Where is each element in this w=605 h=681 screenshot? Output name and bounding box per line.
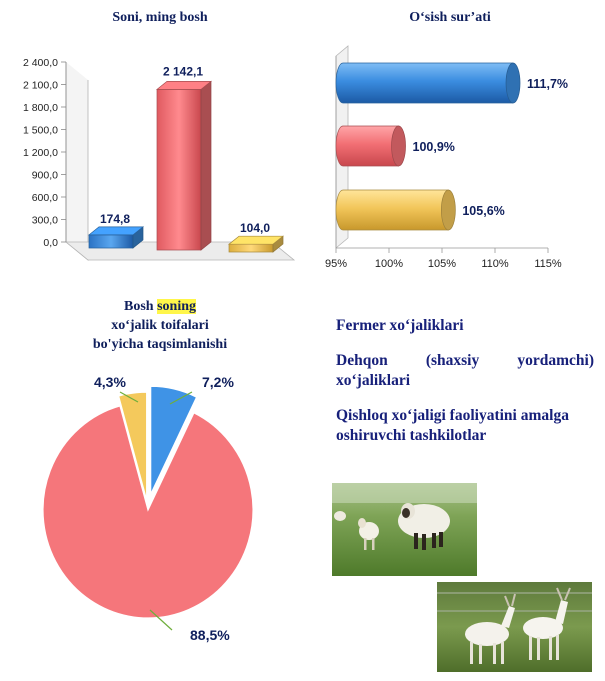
pie-chart-marks: 7,2% 88,5% 4,3% — [42, 374, 254, 643]
pie-title-part2: xo‘jalik toifalari — [111, 318, 209, 333]
pie-title-part3: bo'yicha taqsimlanishi — [92, 337, 228, 352]
growth-chart-title: O‘sish sur’ati — [409, 10, 491, 25]
bar-value-label: 174,8 — [100, 212, 130, 226]
bar-y-tick-label: 2 400,0 — [23, 57, 58, 69]
legend-item-tashkilot: Qishloq xo‘jaligi faoliyatini amalga osh… — [336, 407, 569, 444]
bar-side-wall — [65, 62, 89, 261]
growth-bar-cap — [391, 125, 406, 167]
goats-photo — [437, 582, 592, 672]
bar-y-tick-label: 1 500,0 — [23, 125, 58, 137]
growth-x-tick-label: 110% — [481, 258, 509, 270]
bar-side — [200, 80, 212, 251]
pie-chart-title: Bosh soning xo‘jalik toifalari bo'yicha … — [60, 297, 260, 354]
growth-x-tick-label: 115% — [534, 258, 562, 270]
growth-bar-body — [335, 62, 514, 104]
goats-image — [437, 582, 592, 672]
bar-top — [156, 80, 212, 90]
growth-value-label: 100,9% — [413, 140, 455, 154]
bar-value-label: 2 142,1 — [163, 64, 203, 78]
pie-slice — [117, 391, 148, 501]
bar-y-tick-label: 900,0 — [32, 170, 58, 182]
bar-y-tick-label: 600,0 — [32, 192, 58, 204]
legend-item-dehqon: Dehqon (shaxsiy yordamchi) xo‘jaliklari — [336, 352, 594, 389]
pie-leader-line — [149, 609, 173, 631]
bar-chart-marks: 174,8 2 142,1 104,0 — [88, 64, 284, 253]
growth-value-label: 111,7% — [527, 77, 568, 91]
bar-front — [88, 234, 134, 249]
growth-x-tick-label: 100% — [375, 258, 403, 270]
bar-y-tick-label: 1 800,0 — [23, 102, 58, 114]
growth-bar-body — [335, 189, 449, 231]
growth-x-tick-label: 105% — [428, 258, 456, 270]
bar-top — [88, 226, 144, 236]
bar-chart-title: Soni, ming bosh — [112, 10, 208, 25]
pie-value-label: 7,2% — [202, 374, 234, 390]
sheep-image — [332, 483, 477, 576]
pie-title-highlight: soning — [157, 299, 196, 314]
bar-y-tick-label: 1 200,0 — [23, 147, 58, 159]
pie-slice — [150, 385, 198, 495]
legend: Fermer xo‘jaliklari Dehqon (shaxsiy yord… — [336, 316, 594, 446]
bar-top — [228, 235, 284, 245]
growth-bar-cap — [505, 62, 521, 104]
growth-value-label: 105,6% — [462, 204, 504, 218]
legend-item-fermer: Fermer xo‘jaliklari — [336, 317, 464, 334]
bar-front — [228, 243, 274, 253]
sheep-photo — [332, 483, 477, 576]
pie-leader-line — [169, 391, 193, 405]
growth-bar-cap — [441, 189, 456, 231]
bar-y-tick-label: 2 100,0 — [23, 80, 58, 92]
pie-slice — [42, 405, 254, 619]
bar-front — [156, 88, 202, 251]
growth-chart-marks: 111,7% 100,9% 105,6% — [335, 62, 568, 231]
pie-value-label: 88,5% — [190, 627, 230, 643]
growth-x-tick-label: 95% — [325, 258, 347, 270]
pie-leader-line — [119, 391, 139, 403]
bar-y-tick-label: 0,0 — [43, 237, 58, 249]
bar-value-label: 104,0 — [240, 221, 270, 235]
growth-bar-body — [335, 125, 399, 167]
bar-y-tick-label: 300,0 — [32, 215, 58, 227]
pie-value-label: 4,3% — [94, 374, 126, 390]
pie-title-part1: Bosh — [124, 299, 158, 314]
